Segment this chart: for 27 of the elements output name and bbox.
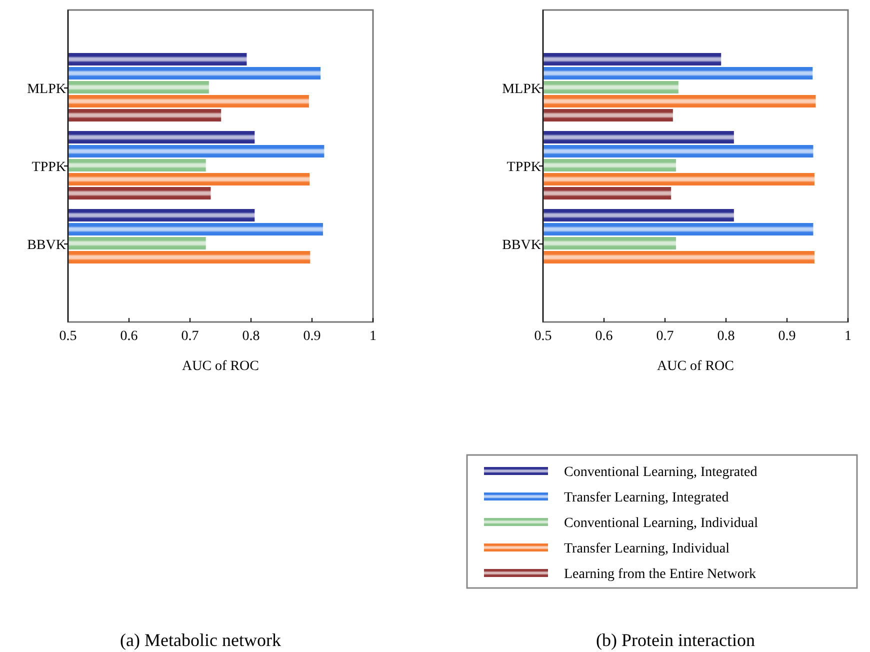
x-tick-label: 0.8 [717,329,735,344]
text: (a) Metabolic network [120,630,281,650]
x-tick-label: 0.7 [181,329,199,344]
x-tick-label: 0.6 [595,329,613,344]
y-tick-label: BBVK [502,238,541,253]
legend-label: Transfer Learning, Integrated [564,490,729,506]
x-tick-label: 1 [370,329,376,344]
x-tick-label: 0.5 [534,329,552,344]
text: (b) Protein interaction [596,630,755,650]
y-tick-label: TPPK [506,160,541,175]
legend-label: Conventional Learning, Individual [564,516,758,531]
x-tick-label: 0.7 [656,329,674,344]
y-tick-label: MLPK [502,82,541,97]
legend-label: Learning from the Entire Network [564,566,756,582]
x-axis-title: AUC of ROC [656,359,734,374]
y-tick-label: MLPK [27,82,66,97]
x-tick-label: 0.8 [242,329,260,344]
x-tick-label: 0.9 [778,329,796,344]
y-tick-label: BBVK [27,238,66,253]
y-tick-label: TPPK [32,160,66,175]
legend-label: Conventional Learning, Integrated [564,464,758,480]
x-tick-label: 1 [844,329,852,344]
x-tick-label: 0.9 [303,329,321,344]
x-tick-label: 0.5 [59,329,77,344]
x-tick-label: 0.6 [120,329,138,344]
legend-label: Transfer Learning, Individual [564,541,730,556]
x-axis-title: AUC of ROC [182,359,260,374]
